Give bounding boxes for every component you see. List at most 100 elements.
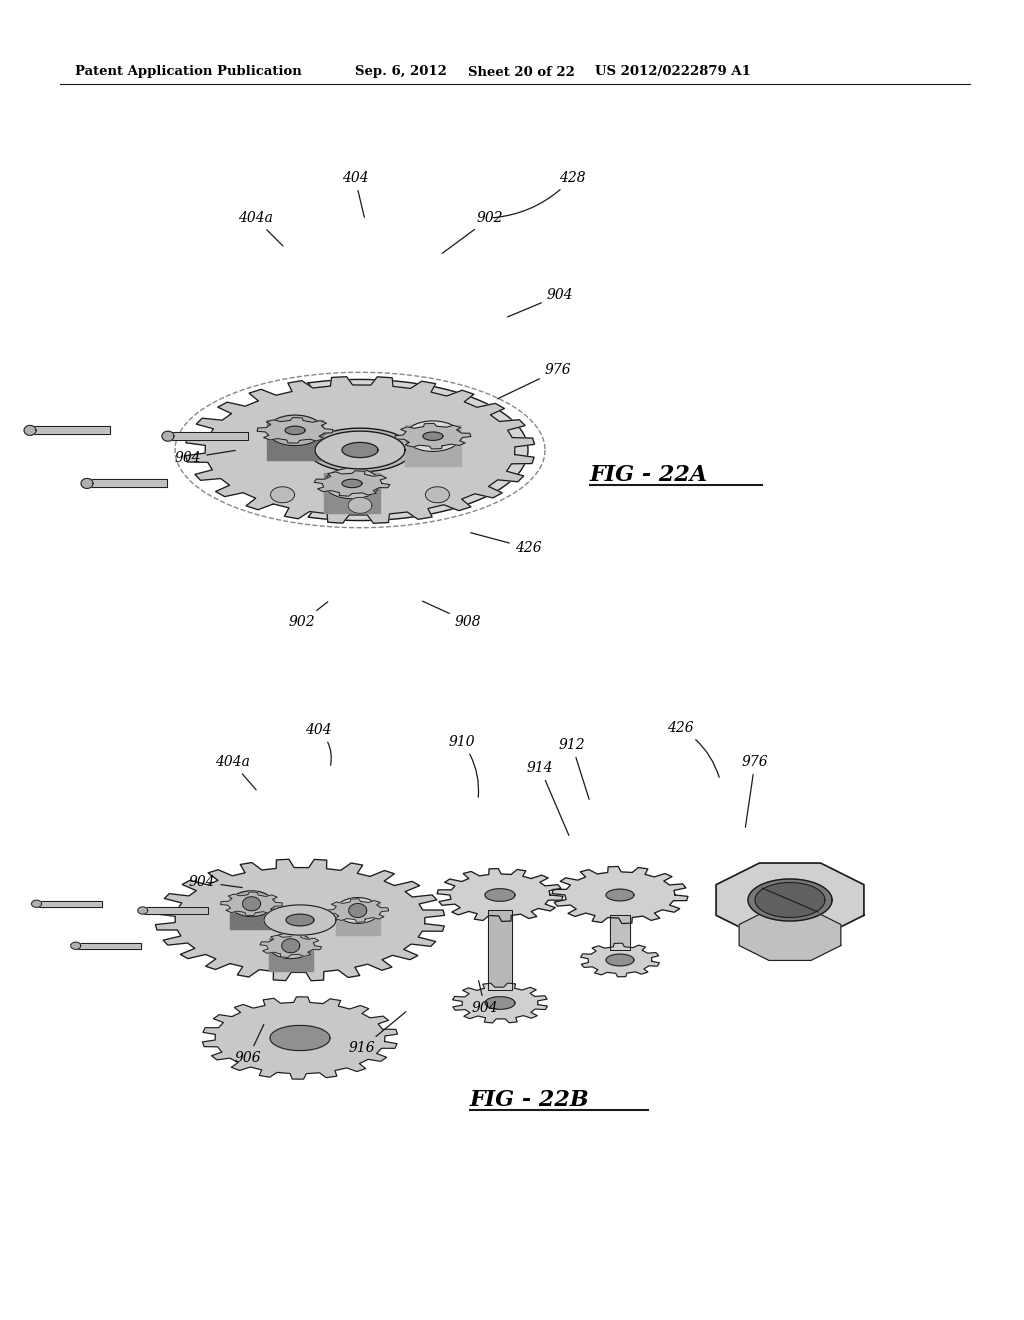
Polygon shape [37, 900, 101, 907]
Polygon shape [264, 906, 336, 935]
Polygon shape [282, 939, 300, 953]
Polygon shape [413, 396, 463, 416]
Text: FIG - 22B: FIG - 22B [470, 1089, 590, 1111]
Polygon shape [286, 915, 314, 925]
Polygon shape [270, 1026, 330, 1051]
Polygon shape [395, 424, 471, 449]
Polygon shape [324, 473, 380, 513]
Polygon shape [378, 389, 426, 407]
Text: 914: 914 [526, 762, 569, 836]
Polygon shape [450, 874, 550, 916]
Polygon shape [606, 890, 634, 900]
Polygon shape [257, 417, 333, 444]
Polygon shape [267, 414, 323, 446]
Polygon shape [581, 944, 659, 977]
Text: US 2012/0222879 A1: US 2012/0222879 A1 [595, 66, 751, 78]
Polygon shape [220, 892, 283, 916]
Text: 906: 906 [234, 1024, 264, 1065]
Text: 404a: 404a [215, 755, 256, 789]
Text: 916: 916 [349, 1011, 406, 1055]
Polygon shape [423, 432, 443, 441]
Text: 910: 910 [449, 735, 478, 797]
Polygon shape [473, 441, 503, 459]
Polygon shape [270, 487, 295, 503]
Text: 902: 902 [442, 211, 504, 253]
Polygon shape [87, 479, 167, 487]
Polygon shape [336, 898, 380, 924]
Polygon shape [610, 915, 630, 950]
Polygon shape [137, 907, 147, 913]
Polygon shape [268, 933, 312, 958]
Polygon shape [308, 379, 528, 520]
Polygon shape [268, 939, 312, 970]
Polygon shape [285, 426, 305, 434]
Polygon shape [453, 983, 548, 1023]
Polygon shape [485, 997, 515, 1010]
Polygon shape [378, 494, 426, 510]
Text: 404: 404 [305, 723, 332, 766]
Polygon shape [327, 899, 389, 923]
Polygon shape [462, 987, 538, 1019]
Polygon shape [203, 997, 397, 1080]
Text: Sheet 20 of 22: Sheet 20 of 22 [468, 66, 574, 78]
Polygon shape [441, 473, 489, 494]
Text: 426: 426 [667, 721, 719, 777]
Polygon shape [337, 389, 383, 403]
Polygon shape [260, 935, 322, 957]
Polygon shape [342, 479, 362, 487]
Text: 904: 904 [188, 875, 243, 888]
Text: Sep. 6, 2012: Sep. 6, 2012 [355, 66, 446, 78]
Polygon shape [606, 954, 634, 966]
Text: 912: 912 [559, 738, 589, 800]
Polygon shape [337, 498, 383, 510]
Text: 426: 426 [471, 533, 542, 554]
Polygon shape [441, 407, 489, 428]
Polygon shape [348, 498, 372, 513]
Polygon shape [413, 484, 463, 504]
Polygon shape [71, 942, 81, 949]
Polygon shape [488, 909, 512, 990]
Polygon shape [229, 896, 273, 929]
Polygon shape [32, 900, 42, 907]
Polygon shape [588, 946, 652, 973]
Text: 902: 902 [289, 602, 328, 630]
Polygon shape [175, 867, 425, 973]
Polygon shape [463, 422, 503, 442]
Polygon shape [324, 469, 380, 499]
Polygon shape [162, 432, 174, 441]
Polygon shape [142, 907, 208, 913]
Text: Patent Application Publication: Patent Application Publication [75, 66, 302, 78]
Polygon shape [739, 909, 841, 961]
Polygon shape [342, 442, 378, 458]
Polygon shape [156, 859, 444, 981]
Polygon shape [168, 432, 248, 440]
Polygon shape [463, 458, 503, 478]
Text: 404: 404 [342, 172, 369, 218]
Polygon shape [748, 879, 831, 921]
Polygon shape [81, 478, 93, 488]
Polygon shape [243, 896, 260, 911]
Polygon shape [404, 425, 461, 466]
Polygon shape [565, 873, 675, 919]
Polygon shape [552, 866, 688, 924]
Text: 908: 908 [423, 601, 481, 630]
Text: FIG - 22A: FIG - 22A [590, 465, 709, 486]
Polygon shape [755, 883, 825, 917]
Polygon shape [716, 863, 864, 937]
Polygon shape [437, 869, 563, 921]
Polygon shape [349, 903, 367, 917]
Polygon shape [229, 891, 273, 916]
Polygon shape [315, 432, 406, 469]
Polygon shape [336, 903, 380, 936]
Polygon shape [485, 888, 515, 902]
Text: 904: 904 [472, 981, 499, 1015]
Text: 404a: 404a [238, 211, 283, 246]
Text: 976: 976 [741, 755, 768, 828]
Polygon shape [308, 428, 412, 471]
Polygon shape [185, 376, 535, 523]
Polygon shape [425, 487, 450, 503]
Text: 428: 428 [493, 172, 586, 218]
Text: 976: 976 [498, 363, 571, 399]
Polygon shape [404, 421, 461, 451]
Polygon shape [24, 425, 36, 436]
